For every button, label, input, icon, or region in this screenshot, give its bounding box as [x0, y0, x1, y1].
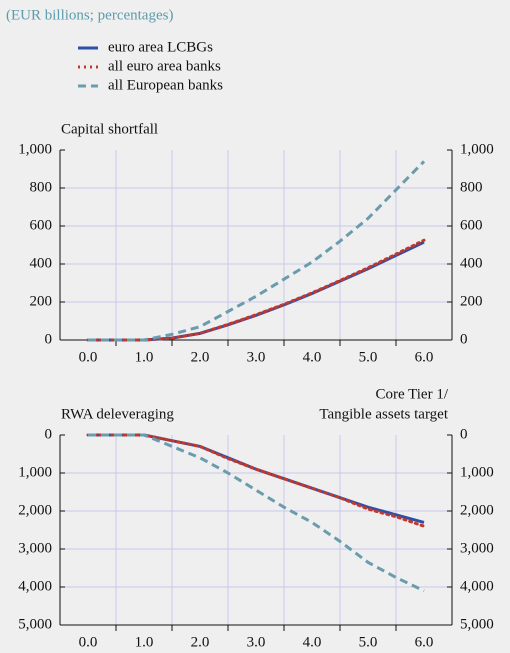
y2-tick-label: 1,000 [460, 464, 494, 480]
y-tick-label: 1,000 [18, 464, 52, 480]
legend-label: all euro area banks [108, 58, 221, 74]
x-tick-label: 0.0 [79, 349, 98, 365]
line-series [88, 433, 425, 593]
y-tick-label: 1,000 [18, 141, 52, 157]
x-tick-label: 6.0 [415, 349, 434, 365]
x-tick-label: 5.0 [359, 349, 378, 365]
x-tick-label: 3.0 [247, 634, 266, 650]
y-tick-label: 2,000 [18, 502, 52, 518]
x-tick-label: 2.0 [191, 349, 210, 365]
y-tick-label: 400 [30, 255, 53, 271]
y-tick-label: 800 [30, 179, 53, 195]
y-axis-label: RWA deleveraging [61, 406, 174, 422]
subtitle: (EUR billions; percentages) [6, 7, 173, 23]
y2-tick-label: 1,000 [460, 141, 494, 157]
y2-tick-label: 2,000 [460, 502, 494, 518]
line-series [88, 160, 426, 342]
x-tick-label: 0.0 [79, 634, 98, 650]
y2-tick-label: 5,000 [460, 616, 494, 632]
x-tick-label: 6.0 [415, 634, 434, 650]
y2-tick-label: 0 [460, 426, 468, 442]
y-tick-label: 5,000 [18, 616, 52, 632]
y2-tick-label: 0 [460, 331, 468, 347]
legend-label: euro area LCBGs [108, 39, 213, 55]
y2-tick-label: 800 [460, 179, 483, 195]
y2-tick-label: 200 [460, 293, 483, 309]
y-axis-label: Capital shortfall [61, 121, 158, 137]
y2-axis-label: Core Tier 1/ [375, 386, 448, 402]
y-tick-label: 3,000 [18, 540, 52, 556]
y-tick-label: 0 [45, 426, 53, 442]
y2-tick-label: 3,000 [460, 540, 494, 556]
y2-tick-label: 4,000 [460, 578, 494, 594]
y-tick-label: 200 [30, 293, 53, 309]
x-tick-label: 1.0 [135, 634, 154, 650]
y-tick-label: 4,000 [18, 578, 52, 594]
legend-label: all European banks [108, 77, 223, 93]
x-tick-label: 4.0 [303, 634, 322, 650]
y2-tick-label: 600 [460, 217, 483, 233]
x-tick-label: 2.0 [191, 634, 210, 650]
x-tick-label: 1.0 [135, 349, 154, 365]
y2-axis-label: Tangible assets target [319, 406, 448, 422]
x-tick-label: 4.0 [303, 349, 322, 365]
y-tick-label: 600 [30, 217, 53, 233]
x-tick-label: 3.0 [247, 349, 266, 365]
y-tick-label: 0 [45, 331, 53, 347]
x-tick-label: 5.0 [359, 634, 378, 650]
y2-tick-label: 400 [460, 255, 483, 271]
